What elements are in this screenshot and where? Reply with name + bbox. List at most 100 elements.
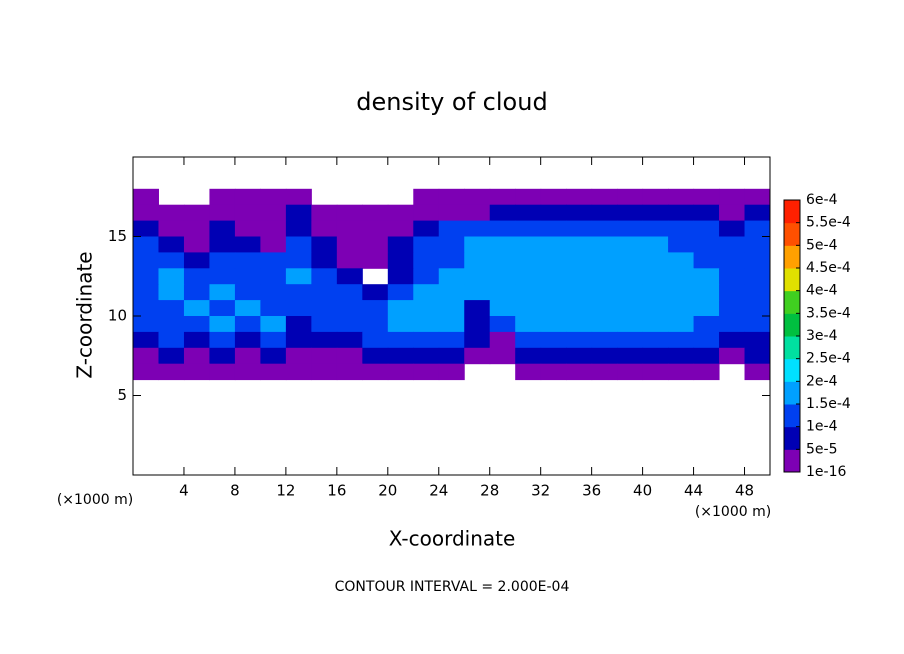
field-cell: [693, 220, 720, 237]
field-cell: [285, 268, 312, 285]
field-cell: [311, 204, 338, 222]
field-cell: [744, 268, 771, 285]
field-cell: [617, 220, 644, 237]
colorbar-label: 3e-4: [806, 328, 838, 344]
field-cell: [183, 220, 210, 237]
field-cell: [744, 204, 771, 222]
field-cell: [668, 363, 695, 381]
field-cell: [744, 347, 771, 365]
field-cell: [387, 347, 414, 365]
field-cell: [336, 204, 363, 222]
field-cell: [617, 188, 644, 206]
field-cell: [387, 204, 414, 222]
field-cell: [617, 363, 644, 381]
field-cell: [744, 236, 771, 253]
field-cell: [464, 268, 491, 285]
field-cell: [719, 268, 746, 285]
field-cell: [617, 268, 644, 285]
field-cell: [566, 236, 593, 253]
field-cell: [260, 347, 287, 365]
field-cell: [693, 252, 720, 269]
field-cell: [744, 300, 771, 317]
field-cell: [260, 284, 287, 301]
field-cell: [744, 220, 771, 237]
field-cell: [693, 316, 720, 333]
field-cell: [133, 363, 159, 381]
field-cell: [413, 363, 440, 381]
colorbar-label: 2.5e-4: [806, 351, 851, 367]
field-cell: [464, 316, 491, 333]
y-tick-label: 15: [108, 227, 127, 245]
field-cell: [387, 284, 414, 301]
field-cell: [336, 331, 363, 349]
x-tick-label: 4: [179, 482, 189, 500]
field-cell: [591, 347, 618, 365]
field-cell: [133, 316, 159, 333]
colorbar-swatch: [784, 222, 800, 246]
field-cell: [464, 300, 491, 317]
colorbar-swatch: [784, 290, 800, 314]
field-cell: [234, 363, 261, 381]
field-cell: [591, 316, 618, 333]
field-cell: [209, 252, 236, 269]
colorbar-label: 1.5e-4: [806, 396, 851, 412]
field-cell: [668, 252, 695, 269]
field-cell: [668, 188, 695, 206]
field-cell: [234, 236, 261, 253]
field-cell: [642, 316, 669, 333]
field-cell: [489, 347, 516, 365]
field-cell: [234, 331, 261, 349]
colorbar-label: 4e-4: [806, 283, 838, 299]
field-cell: [719, 252, 746, 269]
field-cell: [719, 188, 746, 206]
field-cell: [260, 268, 287, 285]
field-cell: [438, 204, 465, 222]
field-cell: [642, 284, 669, 301]
field-cell: [693, 284, 720, 301]
field-cell: [591, 188, 618, 206]
field: [133, 188, 771, 381]
field-cell: [693, 347, 720, 365]
field-cell: [719, 236, 746, 253]
field-cell: [285, 236, 312, 253]
field-cell: [719, 331, 746, 349]
field-cell: [591, 331, 618, 349]
field-cell: [540, 284, 567, 301]
field-cell: [311, 347, 338, 365]
field-cell: [234, 316, 261, 333]
field-cell: [158, 284, 185, 301]
field-cell: [362, 236, 389, 253]
field-cell: [183, 284, 210, 301]
field-cell: [693, 363, 720, 381]
field-cell: [209, 188, 236, 206]
field-cell: [183, 236, 210, 253]
x-tick-label: 16: [327, 482, 346, 500]
field-cell: [387, 363, 414, 381]
field-cell: [744, 188, 771, 206]
field-cell: [438, 316, 465, 333]
field-cell: [387, 268, 414, 285]
x-tick-label: 48: [735, 482, 754, 500]
field-cell: [591, 220, 618, 237]
field-cell: [489, 188, 516, 206]
field-cell: [362, 316, 389, 333]
field-cell: [158, 252, 185, 269]
field-cell: [183, 347, 210, 365]
field-cell: [133, 204, 159, 222]
x-tick-label: 36: [582, 482, 601, 500]
colorbar-label: 5e-5: [806, 441, 837, 457]
x-tick-label: 20: [378, 482, 397, 500]
field-cell: [617, 252, 644, 269]
x-tick-label: 28: [480, 482, 499, 500]
field-cell: [234, 220, 261, 237]
colorbar-swatch: [784, 449, 800, 473]
field-cell: [464, 252, 491, 269]
field-cell: [133, 236, 159, 253]
field-cell: [183, 252, 210, 269]
field-cell: [566, 252, 593, 269]
field-cell: [413, 188, 440, 206]
field-cell: [158, 204, 185, 222]
field-cell: [413, 236, 440, 253]
field-cell: [464, 204, 491, 222]
field-cell: [413, 220, 440, 237]
